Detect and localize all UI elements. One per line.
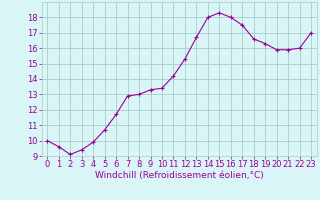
X-axis label: Windchill (Refroidissement éolien,°C): Windchill (Refroidissement éolien,°C): [95, 171, 264, 180]
